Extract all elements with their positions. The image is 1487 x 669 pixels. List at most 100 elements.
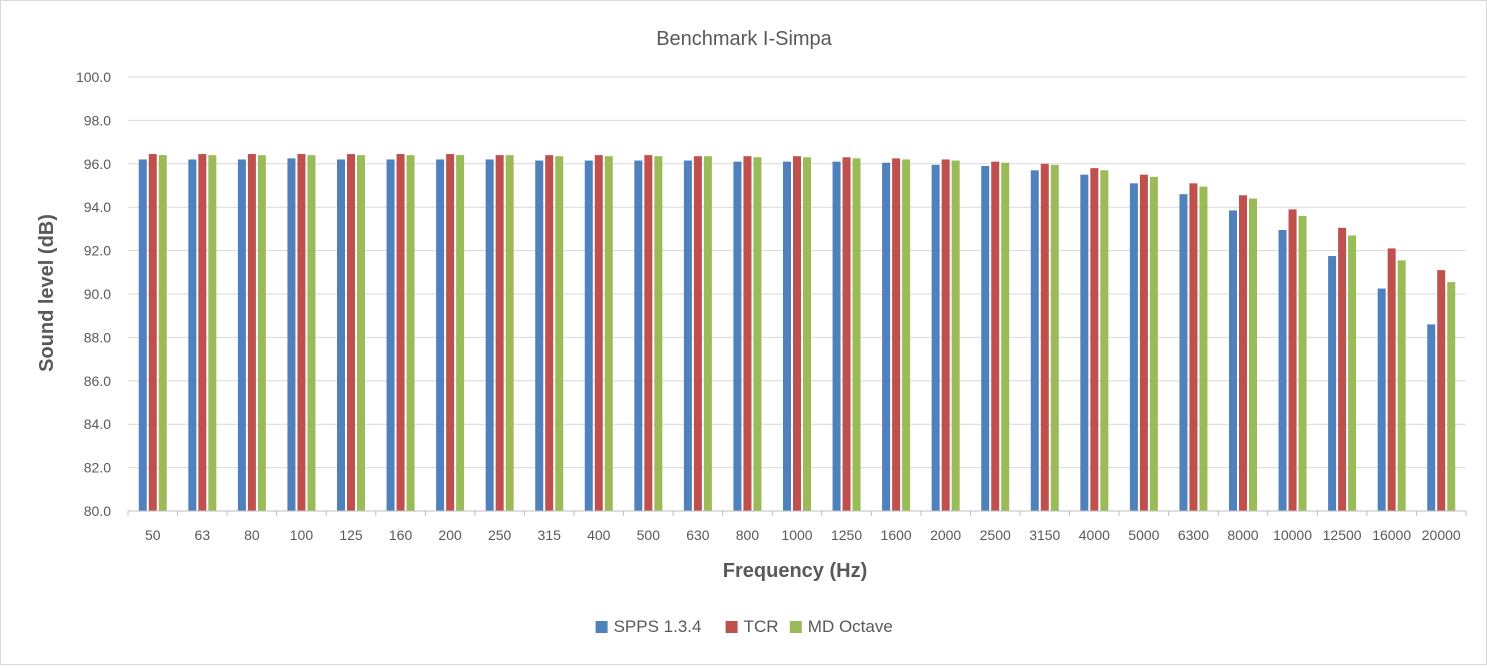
bar [1427, 324, 1436, 511]
bar [287, 158, 296, 511]
bar [604, 156, 613, 511]
x-tick-label: 1000 [781, 527, 812, 543]
bar [247, 154, 256, 511]
legend-swatch [595, 621, 608, 633]
bar [1288, 209, 1297, 511]
x-tick-label: 50 [145, 527, 161, 543]
bar [505, 155, 514, 511]
bar [842, 157, 851, 512]
bar [446, 154, 455, 511]
bar [1249, 198, 1257, 511]
bar [753, 157, 762, 512]
bar [1338, 227, 1347, 511]
bar [307, 155, 316, 511]
legend-label: SPPS 1.3.4 [614, 617, 702, 636]
y-tick-label: 96.0 [84, 156, 111, 172]
x-tick-label: 8000 [1227, 527, 1258, 543]
bar [198, 154, 207, 511]
bar [396, 154, 405, 511]
bar [456, 155, 465, 511]
bar [1348, 235, 1357, 511]
y-tick-labels: 80.0 82.0 84.0 86.0 88.0 90.0 92.0 94.0 96.0 98.0… [76, 69, 111, 519]
x-tick-label: 1250 [831, 527, 862, 543]
bar [1040, 163, 1049, 512]
bar [693, 156, 702, 511]
bar [584, 160, 593, 512]
bar [991, 161, 1000, 511]
bar [882, 162, 891, 511]
bar [594, 155, 603, 511]
bar [703, 156, 712, 511]
x-tick-label: 10000 [1273, 527, 1312, 543]
bar [892, 158, 901, 511]
bar [257, 155, 266, 511]
bar [783, 161, 791, 511]
y-tick-label: 82.0 [84, 460, 111, 476]
x-tick-label: 20000 [1422, 527, 1461, 543]
x-tick-label: 100 [290, 527, 314, 543]
x-tick-label: 400 [587, 527, 611, 543]
bar [1377, 288, 1386, 511]
bar [654, 156, 663, 511]
bar [1149, 176, 1158, 511]
bar [485, 159, 494, 511]
bar [1328, 256, 1337, 511]
y-tick-label: 86.0 [84, 373, 111, 389]
x-tick-label: 3150 [1029, 527, 1060, 543]
bar [1239, 195, 1247, 511]
legend-label: TCR [744, 617, 779, 636]
x-tick-label: 63 [195, 527, 211, 543]
bar [1278, 229, 1287, 512]
bar [1199, 186, 1208, 511]
x-tick-label: 12500 [1323, 527, 1362, 543]
x-tick-label: 4000 [1079, 527, 1110, 543]
bar [436, 159, 445, 511]
bar [1090, 168, 1099, 511]
bar [1139, 174, 1148, 511]
x-tick-label: 200 [438, 527, 462, 543]
bar [1437, 270, 1446, 511]
bar [941, 159, 950, 511]
bar [495, 155, 504, 511]
y-tick-label: 88.0 [84, 329, 111, 345]
bar [1050, 164, 1059, 511]
y-tick-label: 84.0 [84, 416, 111, 432]
y-tick-label: 80.0 [84, 503, 111, 519]
y-tick-label: 90.0 [84, 286, 111, 302]
bar [1447, 282, 1456, 511]
bar [1030, 170, 1039, 511]
x-tick-label: 500 [637, 527, 661, 543]
bar [743, 156, 752, 511]
bar [297, 154, 306, 511]
bar [1129, 183, 1138, 511]
x-tick-label: 16000 [1372, 527, 1411, 543]
x-tick-label: 250 [488, 527, 512, 543]
x-tick-labels: 50 63 80 100 125 160 200 250 315 400 500 630 800 1000… [145, 527, 1461, 543]
bar [1298, 215, 1307, 511]
bar [138, 159, 147, 511]
bar [981, 165, 990, 511]
x-tick-label: 80 [244, 527, 260, 543]
bar [1179, 194, 1188, 511]
bar [902, 159, 911, 511]
bars [138, 154, 1456, 512]
bar [347, 154, 355, 511]
bar [545, 155, 554, 511]
y-tick-label: 98.0 [84, 112, 111, 128]
bar [1229, 210, 1237, 511]
chart-title: Benchmark I-Simpa [656, 28, 832, 50]
bar [634, 160, 643, 512]
legend: SPPS 1.3.4 TCR MD Octave [595, 617, 893, 636]
bar [208, 155, 217, 511]
bar [1001, 162, 1010, 511]
bar [555, 156, 564, 511]
y-tick-label: 92.0 [84, 243, 111, 259]
bar [188, 159, 197, 511]
bar [832, 161, 841, 511]
bar [337, 159, 345, 511]
bar [1100, 170, 1109, 511]
bar [386, 159, 395, 511]
bar [733, 161, 742, 511]
